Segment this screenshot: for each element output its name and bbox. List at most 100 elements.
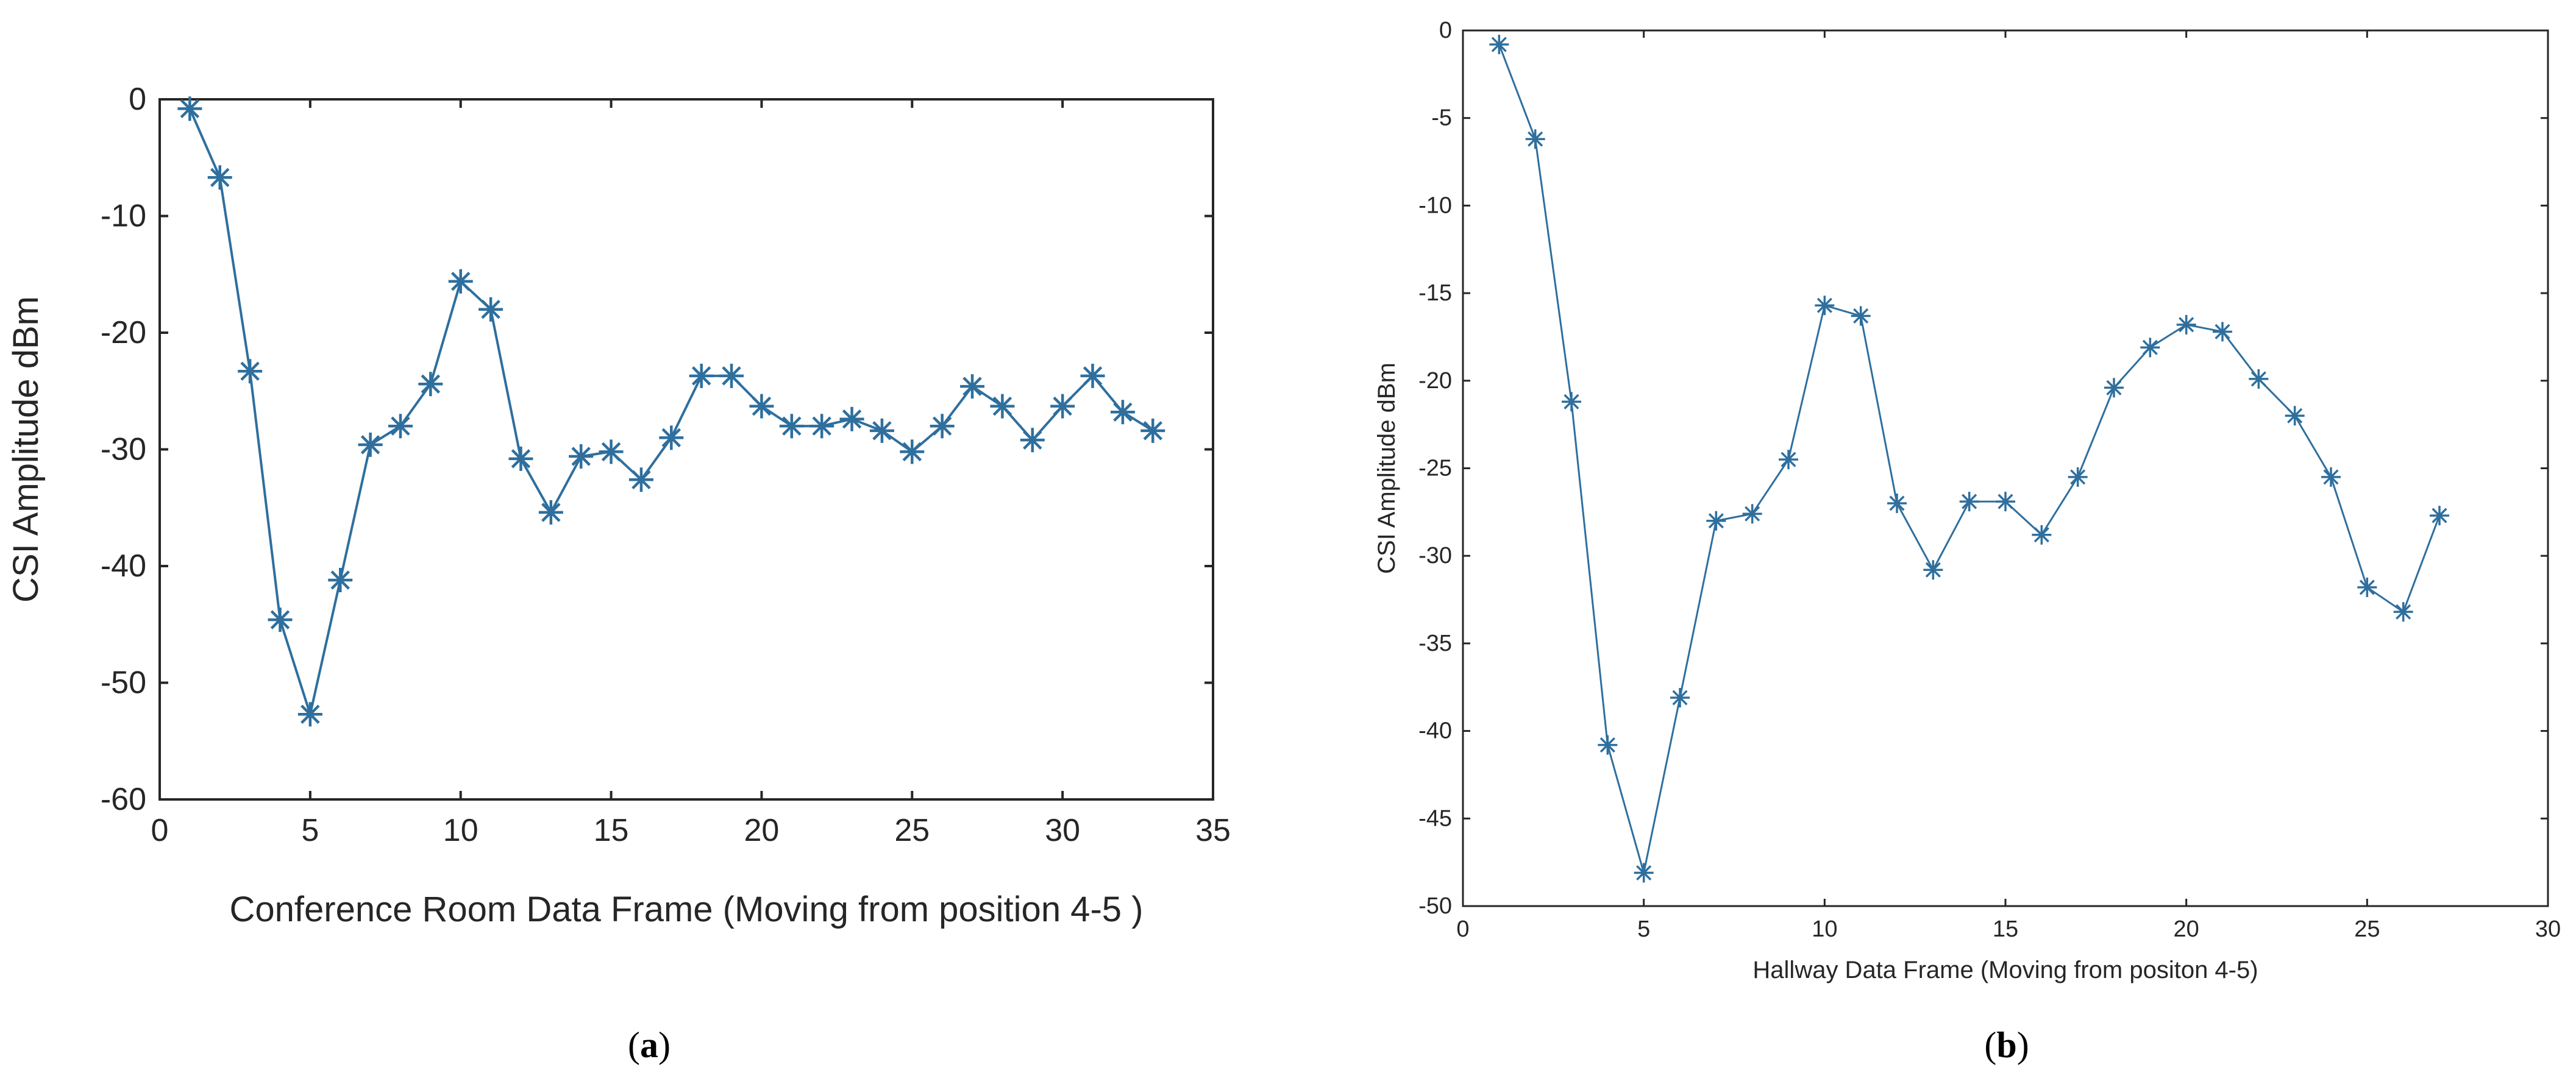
data-point-asterisk [628,467,653,492]
caption-b: (b) [1984,1025,2029,1065]
data-point-asterisk [2393,602,2413,622]
data-point-asterisk [1815,296,1835,316]
data-point-asterisk [2430,506,2449,526]
y-tick-label: -50 [1418,893,1452,919]
x-tick-label: 5 [1637,916,1650,942]
data-point-asterisk [328,567,353,592]
data-point-asterisk [2285,406,2305,426]
y-tick-label: -30 [1418,543,1452,569]
data-point-asterisk [1634,863,1654,883]
y-axis-label: CSI Amplitude dBm [1373,363,1400,574]
data-point-asterisk [2140,338,2160,358]
data-point-asterisk [297,702,322,727]
x-tick-label: 15 [594,813,629,848]
data-point-asterisk [1598,735,1618,755]
x-axis-label: Conference Room Data Frame (Moving from … [230,890,1144,929]
x-tick-label: 0 [1456,916,1469,942]
x-tick-label: 30 [2535,916,2561,942]
data-point-asterisk [1525,129,1545,149]
x-tick-label: 20 [744,813,780,848]
y-tick-label: -45 [1418,806,1452,831]
data-point-asterisk [1887,493,1907,513]
y-tick-label: -40 [101,548,146,584]
data-point-asterisk [749,394,774,419]
data-point-asterisk [1020,428,1045,453]
y-tick-label: -50 [101,665,146,701]
caption-b-letter: b [1996,1025,2016,1065]
y-tick-label: -10 [1418,193,1452,218]
data-point-asterisk [990,394,1015,419]
data-point-asterisk [508,446,533,471]
data-point-asterisk [869,418,894,443]
data-point-asterisk [599,439,624,464]
x-tick-label: 30 [1045,813,1080,848]
data-point-asterisk [1851,306,1871,326]
data-point-asterisk [268,608,293,632]
data-point-asterisk [659,425,684,450]
y-axis-ticks: 0 -5 -10 -15 -20 -25 -30 -35 -40 -45 -50 [1418,18,2548,919]
data-point-asterisk [448,269,473,294]
data-point-asterisk [689,363,714,388]
caption-a: (a) [628,1025,671,1065]
x-tick-label: 25 [2354,916,2380,942]
data-point-asterisk [1489,34,1509,54]
y-tick-label: -20 [1418,368,1452,394]
y-tick-label: -35 [1418,631,1452,656]
x-tick-label: 5 [301,813,319,848]
data-point-asterisk [2249,369,2269,389]
data-point-asterisk [207,165,232,190]
data-point-asterisk [2357,577,2377,597]
data-point-asterisk [1996,492,2015,512]
y-tick-label: -30 [101,432,146,467]
data-point-asterisk [1742,504,1762,524]
y-axis-label: CSI Amplitude dBm [6,296,46,603]
data-point-asterisk [2176,314,2196,335]
caption-a-letter: a [640,1025,658,1065]
chart-panel-a: 0 5 10 15 20 25 30 35 0 -10 -20 -30 -40 -50 -60 Confere… [6,82,1231,929]
data-point-asterisk [1706,511,1726,531]
x-tick-label: 20 [2174,916,2199,942]
x-axis-label: Hallway Data Frame (Moving from positon … [1752,957,2258,983]
data-point-asterisk [2104,378,2124,398]
y-tick-label: 0 [1439,18,1452,43]
data-point-asterisk [1080,363,1105,388]
data-point-asterisk [479,297,503,322]
plot-area-frame [158,98,1214,801]
y-axis-ticks: 0 -10 -20 -30 -40 -50 -60 [101,82,1213,817]
y-tick-label: 0 [129,82,146,117]
series-markers [1489,34,2449,883]
data-point-asterisk [2068,467,2088,487]
data-point-asterisk [960,374,985,399]
x-tick-label: 25 [894,813,930,848]
y-tick-label: -60 [101,782,146,817]
data-point-asterisk [1140,418,1165,443]
data-point-asterisk [930,414,955,439]
data-point-asterisk [388,414,413,439]
data-point-asterisk [1562,392,1581,412]
x-axis-ticks: 0 5 10 15 20 25 30 [1456,30,2561,942]
data-point-asterisk [418,372,443,397]
x-tick-label: 0 [151,813,169,848]
plot-area-frame [1462,29,2549,907]
data-point-asterisk [358,432,383,457]
data-point-asterisk [1959,492,1979,512]
y-tick-label: -25 [1418,456,1452,481]
data-point-asterisk [2032,525,2052,545]
y-tick-label: -40 [1418,718,1452,744]
y-tick-label: -20 [101,315,146,350]
x-axis-ticks: 0 5 10 15 20 25 30 35 [151,99,1231,848]
data-point-asterisk [2213,322,2232,342]
x-tick-label: 35 [1195,813,1231,848]
x-tick-label: 10 [443,813,479,848]
y-tick-label: -10 [101,199,146,234]
series-markers [177,96,1165,727]
x-tick-label: 10 [1812,916,1837,942]
data-point-asterisk [538,500,563,525]
data-point-asterisk [177,96,202,121]
data-point-asterisk [900,439,925,464]
x-tick-label: 15 [1993,916,2018,942]
data-point-asterisk [779,414,804,439]
data-point-asterisk [569,444,594,469]
data-point-asterisk [1050,394,1075,419]
